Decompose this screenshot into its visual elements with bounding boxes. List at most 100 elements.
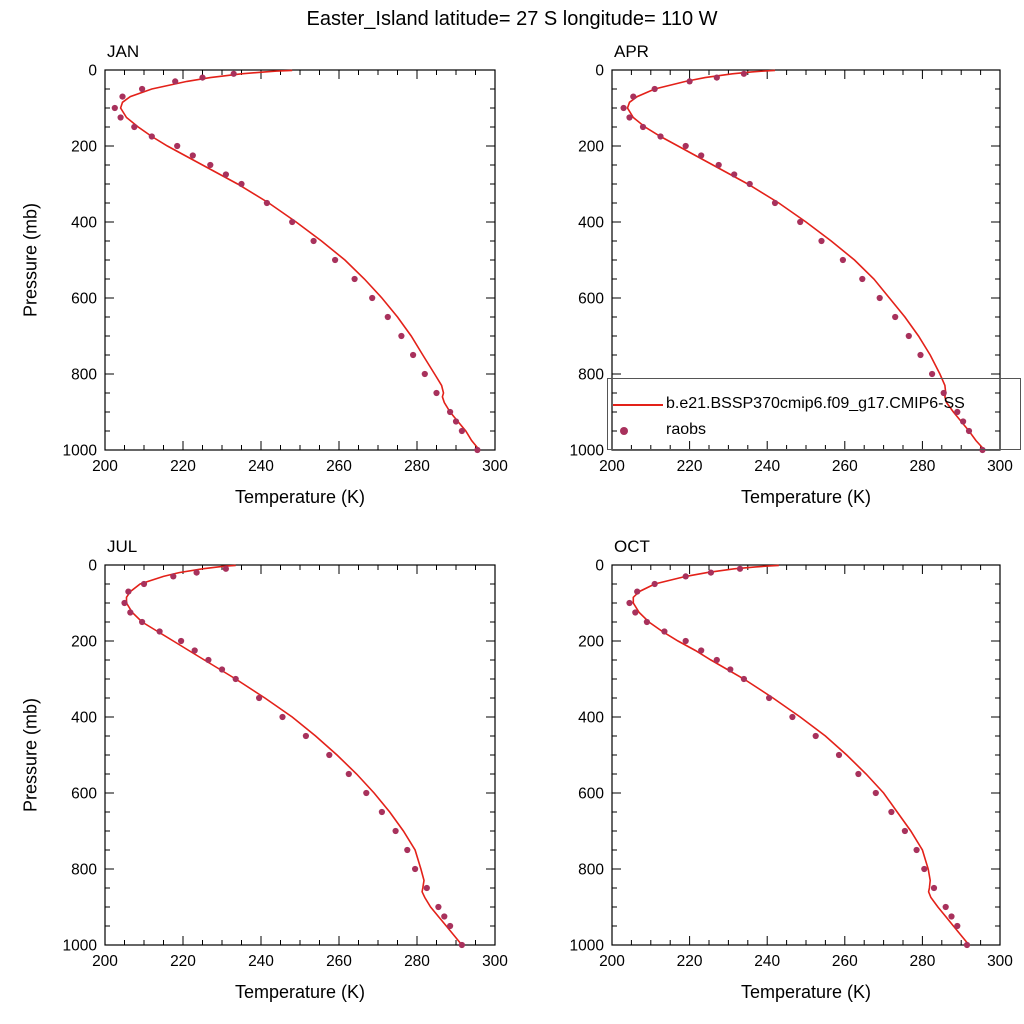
panel-title-jan: JAN	[107, 42, 140, 61]
raobs-dot	[859, 275, 866, 283]
y-tick-label: 800	[71, 862, 97, 879]
x-tick-label: 220	[170, 458, 196, 475]
raobs-dot	[121, 599, 128, 607]
raobs-dot	[148, 133, 155, 140]
y-tick-label: 400	[578, 215, 604, 232]
raobs-dot	[174, 142, 181, 150]
plot-frame	[104, 564, 496, 946]
y-tick-label: 1000	[63, 938, 98, 955]
raobs-dot	[713, 74, 720, 81]
raobs-dot	[892, 313, 899, 321]
raobs-dot	[230, 70, 237, 77]
raobs-dot	[398, 332, 405, 340]
y-tick-label: 800	[578, 862, 604, 879]
raobs-dot	[189, 152, 196, 159]
x-tick-label: 200	[599, 458, 625, 475]
panel-title-oct: OCT	[614, 537, 650, 556]
raobs-dot	[435, 903, 442, 911]
y-tick-label: 600	[71, 786, 97, 803]
raobs-dot	[789, 713, 796, 721]
raobs-dot	[332, 256, 339, 264]
raobs-dot	[218, 666, 226, 673]
raobs-dot	[326, 751, 333, 759]
raobs-dot	[238, 180, 245, 188]
x-tick-label: 280	[909, 458, 935, 475]
raobs-dot	[310, 237, 317, 245]
raobs-dot	[441, 913, 448, 920]
y-tick-label: 400	[71, 710, 97, 727]
raobs-dot	[404, 846, 411, 854]
x-tick-label: 300	[987, 953, 1013, 970]
raobs-dots	[626, 565, 971, 949]
x-tick-label: 260	[326, 953, 352, 970]
raobs-dot	[345, 770, 352, 778]
raobs-dot	[410, 351, 417, 359]
y-tick-label: 200	[578, 139, 604, 156]
raobs-dot	[620, 104, 627, 112]
model-line	[632, 564, 970, 946]
raobs-dot	[139, 85, 146, 93]
raobs-dot	[279, 713, 286, 721]
raobs-dot	[207, 161, 214, 169]
raobs-dot	[193, 569, 200, 576]
x-axis-label-jul: Temperature (K)	[234, 982, 366, 1002]
raobs-dot	[433, 389, 440, 397]
raobs-dot	[170, 573, 177, 580]
raobs-dot	[205, 656, 212, 664]
y-tick-label: 600	[578, 291, 604, 308]
raobs-dot	[222, 171, 229, 178]
y-tick-label: 400	[578, 710, 604, 727]
raobs-dot	[222, 565, 229, 572]
raobs-dot	[302, 732, 309, 740]
raobs-dots	[121, 565, 465, 949]
x-tick-label: 280	[909, 953, 935, 970]
raobs-dot	[901, 827, 909, 835]
raobs-dot	[369, 294, 376, 302]
model-line	[119, 69, 481, 451]
legend-raobs-label: raobs	[666, 421, 707, 438]
raobs-dot	[917, 351, 924, 359]
x-tick-label: 220	[170, 953, 196, 970]
raobs-dot	[740, 70, 748, 77]
x-tick-label: 240	[754, 458, 780, 475]
x-tick-label: 300	[987, 458, 1013, 475]
legend-model-label: b.e21.BSSP370cmip6.f09_g17.CMIP6-SS	[666, 395, 965, 412]
raobs-dot	[766, 694, 773, 702]
raobs-dot	[727, 666, 734, 673]
raobs-dot	[632, 609, 639, 616]
raobs-dot	[423, 884, 430, 892]
raobs-dot	[156, 628, 163, 635]
raobs-dot	[626, 114, 633, 121]
raobs-dot-sample	[620, 427, 628, 435]
x-tick-label: 220	[677, 953, 703, 970]
raobs-dot	[948, 913, 955, 920]
model-line-sample	[613, 404, 663, 406]
raobs-dot	[965, 427, 973, 435]
raobs-dot	[421, 370, 428, 378]
raobs-dot	[447, 922, 454, 930]
y-axis-label-bottom-row: Pressure (mb)	[20, 697, 41, 813]
raobs-dot	[682, 573, 689, 580]
y-tick-label: 0	[595, 558, 604, 575]
x-tick-label: 220	[677, 458, 703, 475]
raobs-dot	[921, 865, 928, 873]
raobs-dot	[191, 647, 198, 654]
panel-jan: 200 220 240 260 280 300 0 200 400 600 800 1000	[63, 63, 509, 476]
raobs-dot	[812, 732, 819, 740]
raobs-dot	[713, 656, 720, 664]
raobs-dot	[643, 618, 651, 626]
x-tick-label: 260	[832, 458, 858, 475]
raobs-dot	[963, 941, 971, 949]
y-tick-label: 0	[88, 63, 97, 80]
x-tick-label: 280	[404, 953, 430, 970]
raobs-dot	[905, 332, 912, 340]
raobs-dot	[232, 675, 239, 683]
raobs-dot	[474, 446, 481, 454]
raobs-dot	[452, 418, 460, 425]
y-tick-label: 200	[71, 634, 97, 651]
x-tick-label: 200	[92, 953, 118, 970]
raobs-dot	[626, 599, 633, 607]
raobs-dot	[172, 78, 179, 85]
raobs-dot	[771, 199, 779, 207]
